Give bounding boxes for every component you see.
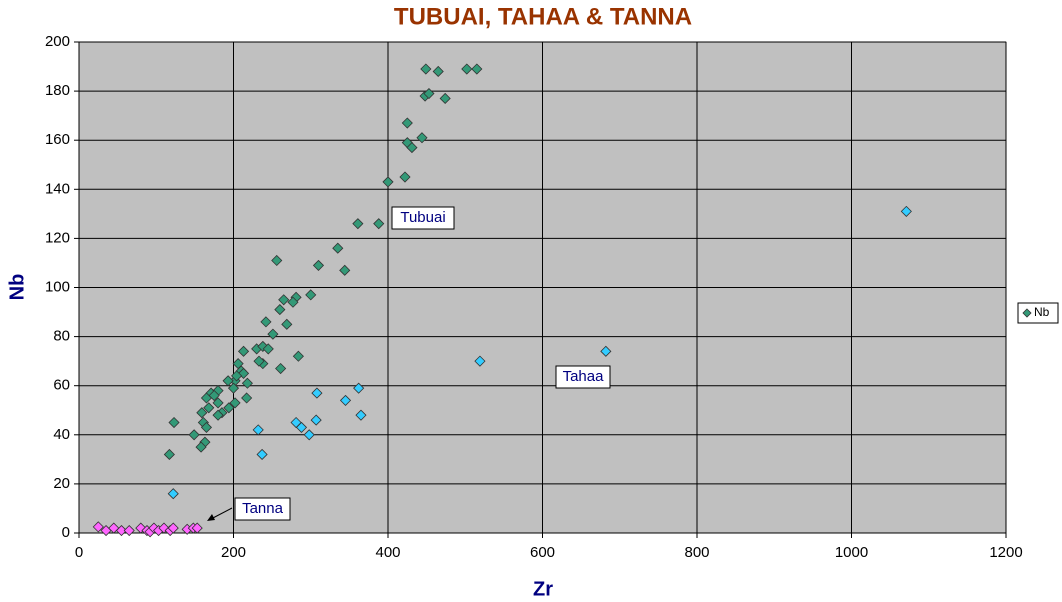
x-tick-label: 0 bbox=[75, 544, 83, 561]
point bbox=[352, 218, 364, 230]
point bbox=[281, 318, 293, 330]
point bbox=[237, 345, 250, 357]
point bbox=[227, 382, 240, 394]
point bbox=[600, 345, 612, 357]
point bbox=[222, 375, 234, 387]
x-tick-label: 800 bbox=[684, 544, 709, 561]
point bbox=[267, 328, 279, 340]
y-tick-label: 40 bbox=[53, 426, 70, 443]
point bbox=[262, 343, 274, 355]
y-axis-label: Nb bbox=[6, 274, 28, 301]
point bbox=[252, 424, 264, 436]
point bbox=[287, 296, 299, 308]
point bbox=[420, 63, 432, 75]
annotation-box bbox=[234, 497, 291, 521]
point bbox=[278, 294, 290, 306]
point bbox=[271, 254, 283, 267]
point bbox=[191, 522, 203, 534]
point bbox=[439, 92, 451, 105]
point bbox=[115, 524, 128, 537]
point bbox=[274, 304, 286, 316]
y-tick-label: 200 bbox=[45, 33, 70, 50]
point bbox=[208, 389, 220, 402]
arrow-head bbox=[207, 514, 215, 521]
point bbox=[260, 316, 272, 328]
annotation-box bbox=[555, 365, 611, 389]
point bbox=[256, 448, 268, 461]
x-tick-label: 200 bbox=[221, 544, 246, 561]
point bbox=[432, 65, 444, 78]
point bbox=[123, 524, 135, 537]
point bbox=[399, 171, 411, 183]
y-tick-label: 180 bbox=[45, 82, 70, 99]
point bbox=[332, 242, 344, 254]
x-tick-label: 400 bbox=[375, 544, 400, 561]
point bbox=[382, 176, 394, 188]
point bbox=[423, 87, 435, 100]
point bbox=[253, 355, 265, 367]
point bbox=[168, 416, 180, 429]
point bbox=[312, 259, 325, 271]
x-tick-label: 600 bbox=[530, 544, 555, 561]
point bbox=[295, 421, 308, 434]
legend-marker bbox=[1022, 308, 1032, 318]
y-tick-label: 100 bbox=[45, 278, 70, 295]
point bbox=[471, 63, 483, 75]
point bbox=[188, 429, 200, 441]
annotation: Tanna bbox=[242, 500, 284, 517]
x-tick-label: 1200 bbox=[989, 544, 1022, 561]
legend-box bbox=[1017, 302, 1059, 324]
chart-title: TUBUAI, TAHAA & TANNA bbox=[394, 3, 692, 30]
point bbox=[212, 397, 224, 409]
point bbox=[339, 264, 351, 276]
point bbox=[92, 521, 104, 533]
point bbox=[167, 488, 179, 500]
point bbox=[163, 448, 175, 461]
point bbox=[353, 382, 365, 394]
point bbox=[461, 63, 473, 75]
point bbox=[310, 414, 322, 426]
legend-label: Nb bbox=[1034, 305, 1050, 319]
point bbox=[292, 350, 304, 362]
point bbox=[339, 394, 352, 406]
point bbox=[241, 392, 253, 404]
point bbox=[373, 218, 385, 230]
x-axis-label: Zr bbox=[533, 578, 553, 600]
y-tick-label: 160 bbox=[45, 131, 70, 148]
point bbox=[275, 362, 287, 375]
point bbox=[305, 289, 317, 301]
y-tick-label: 20 bbox=[53, 475, 70, 492]
point bbox=[406, 141, 418, 154]
point bbox=[195, 441, 207, 453]
point bbox=[196, 407, 208, 419]
annotation-arrow bbox=[210, 507, 233, 520]
point bbox=[303, 429, 315, 441]
point bbox=[474, 355, 486, 367]
annotation-box bbox=[391, 206, 455, 230]
point bbox=[416, 132, 428, 144]
point bbox=[212, 409, 224, 421]
point bbox=[203, 402, 215, 414]
point bbox=[200, 421, 213, 434]
y-tick-label: 120 bbox=[45, 229, 70, 246]
point bbox=[401, 117, 413, 129]
point bbox=[231, 370, 243, 382]
annotation: Tubuai bbox=[400, 209, 445, 226]
annotation: Tahaa bbox=[563, 368, 605, 385]
x-tick-label: 1000 bbox=[835, 544, 868, 561]
y-tick-label: 140 bbox=[45, 180, 70, 197]
point bbox=[355, 409, 367, 421]
point bbox=[223, 402, 235, 414]
y-tick-label: 80 bbox=[53, 328, 70, 345]
point bbox=[229, 397, 241, 409]
point bbox=[900, 205, 912, 217]
y-tick-label: 60 bbox=[53, 377, 70, 394]
point bbox=[241, 377, 253, 389]
point bbox=[167, 522, 179, 534]
y-tick-label: 0 bbox=[62, 524, 70, 541]
point bbox=[311, 387, 323, 399]
